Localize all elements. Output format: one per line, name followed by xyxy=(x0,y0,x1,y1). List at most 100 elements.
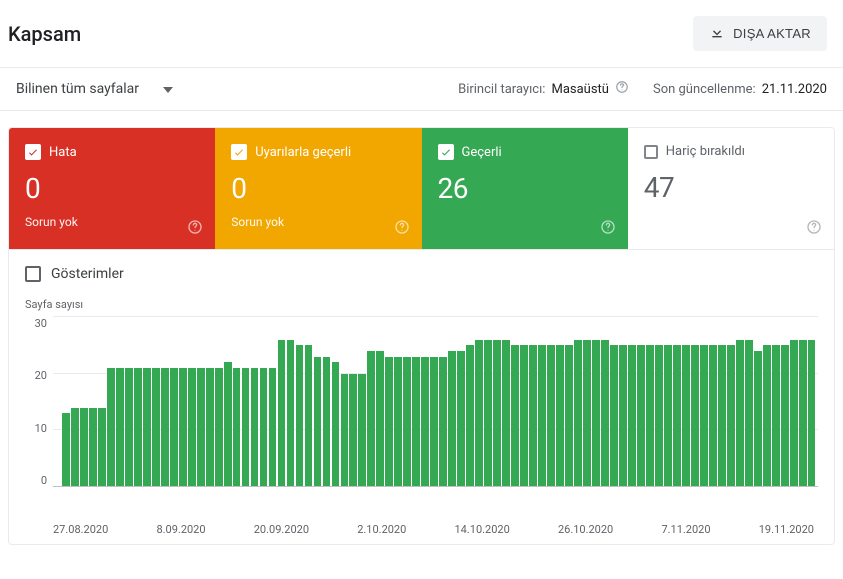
export-button[interactable]: DIŞA AKTAR xyxy=(693,16,827,51)
status-card-2[interactable]: Geçerli 26 xyxy=(422,128,628,249)
chart-bar xyxy=(475,340,483,487)
card-value: 0 xyxy=(25,172,199,205)
chart-bar xyxy=(529,345,537,487)
help-icon[interactable] xyxy=(600,219,616,239)
card-label: Hariç bırakıldı xyxy=(666,144,745,159)
chart-bar xyxy=(242,368,250,487)
chart-bar xyxy=(260,368,268,487)
chart-bar xyxy=(466,345,474,487)
card-label: Uyarılarla geçerli xyxy=(255,145,351,160)
chart-bar xyxy=(349,374,357,487)
chart-bar xyxy=(430,357,438,487)
chart-bar xyxy=(323,357,331,487)
checkbox-checked-icon xyxy=(231,144,247,160)
chart-bar xyxy=(673,345,681,487)
chart-bar xyxy=(682,345,690,487)
chart-bar xyxy=(538,345,546,487)
chart-bar xyxy=(493,340,501,487)
chart-bar xyxy=(691,345,699,487)
page-title: Kapsam xyxy=(8,22,81,46)
chart-bar xyxy=(772,345,780,487)
card-subtext: Sorun yok xyxy=(231,215,405,229)
status-card-3[interactable]: Hariç bırakıldı 47 xyxy=(628,128,834,249)
chart-bar xyxy=(700,345,708,487)
chart-bar xyxy=(89,408,97,487)
chart-bar xyxy=(179,368,187,487)
chart-bar xyxy=(781,345,789,487)
chart-bar xyxy=(367,351,375,487)
card-value: 47 xyxy=(644,171,818,204)
chart-bar xyxy=(421,357,429,487)
chart-bar xyxy=(215,368,223,487)
chart-bar xyxy=(457,351,465,487)
chart-bar xyxy=(439,357,447,487)
export-label: DIŞA AKTAR xyxy=(733,26,811,41)
chart-bar xyxy=(385,357,393,487)
chart-bar xyxy=(161,368,169,487)
checkbox-checked-icon xyxy=(25,144,41,160)
primary-crawler-info: Birincil tarayıcı: Masaüstü xyxy=(458,80,629,98)
chart-bar xyxy=(296,345,304,487)
chart-bar xyxy=(188,368,196,487)
chart-bar xyxy=(484,340,492,487)
chart-bar xyxy=(224,362,232,487)
help-icon[interactable] xyxy=(187,219,203,239)
pages-filter-dropdown[interactable]: Bilinen tüm sayfalar xyxy=(16,81,173,97)
chart-bar xyxy=(332,362,340,487)
checkbox-checked-icon xyxy=(438,144,454,160)
chart-bar xyxy=(646,345,654,487)
chart-bar xyxy=(601,340,609,487)
chart-bar xyxy=(412,357,420,487)
status-card-0[interactable]: Hata0Sorun yok xyxy=(9,128,215,249)
card-label: Geçerli xyxy=(462,145,502,160)
chart-bar xyxy=(197,368,205,487)
chart-bar xyxy=(71,408,79,487)
chart-bar xyxy=(448,351,456,487)
status-card-1[interactable]: Uyarılarla geçerli0Sorun yok xyxy=(215,128,421,249)
chart-bar xyxy=(62,413,70,487)
chart-bar xyxy=(170,368,178,487)
chart-bar xyxy=(251,368,259,487)
card-value: 26 xyxy=(438,172,612,205)
y-axis-title: Sayfa sayısı xyxy=(25,298,818,311)
checkbox-unchecked-icon xyxy=(644,145,658,159)
chart-bar xyxy=(358,374,366,487)
help-icon[interactable] xyxy=(615,80,629,98)
chart-bar xyxy=(754,351,762,487)
impressions-label: Gösterimler xyxy=(51,266,124,282)
chart-bar xyxy=(763,345,771,487)
help-icon[interactable] xyxy=(394,219,410,239)
pages-filter-label: Bilinen tüm sayfalar xyxy=(16,81,139,97)
help-icon[interactable] xyxy=(806,219,822,239)
chart-bar xyxy=(637,345,645,487)
chart-bar xyxy=(655,345,663,487)
chart-bar xyxy=(745,340,753,487)
chart-bar xyxy=(718,345,726,487)
chart-bar xyxy=(619,345,627,487)
chevron-down-icon xyxy=(163,81,173,97)
card-subtext: Sorun yok xyxy=(25,215,199,229)
impressions-checkbox[interactable] xyxy=(25,266,41,282)
chart-bar xyxy=(628,345,636,487)
chart-bar xyxy=(592,340,600,487)
chart-bar xyxy=(394,357,402,487)
chart-bar xyxy=(574,340,582,487)
chart-bar xyxy=(583,340,591,487)
last-updated-info: Son güncellenme: 21.11.2020 xyxy=(653,82,827,97)
chart-bar xyxy=(736,340,744,487)
chart-bar xyxy=(565,345,573,487)
x-axis: 27.08.20208.09.202020.09.20202.10.202014… xyxy=(53,523,818,536)
chart-bar xyxy=(376,351,384,487)
download-icon xyxy=(709,24,725,43)
chart-bar xyxy=(799,340,807,487)
chart-bar xyxy=(278,340,286,487)
chart-bar xyxy=(116,368,124,487)
chart-bar xyxy=(790,340,798,487)
chart-bar xyxy=(341,374,349,487)
chart-bar xyxy=(664,345,672,487)
y-axis: 3020100 xyxy=(25,317,53,487)
chart-bar xyxy=(727,345,735,487)
chart-bar xyxy=(152,368,160,487)
chart-bar xyxy=(314,357,322,487)
chart-bar xyxy=(269,368,277,487)
